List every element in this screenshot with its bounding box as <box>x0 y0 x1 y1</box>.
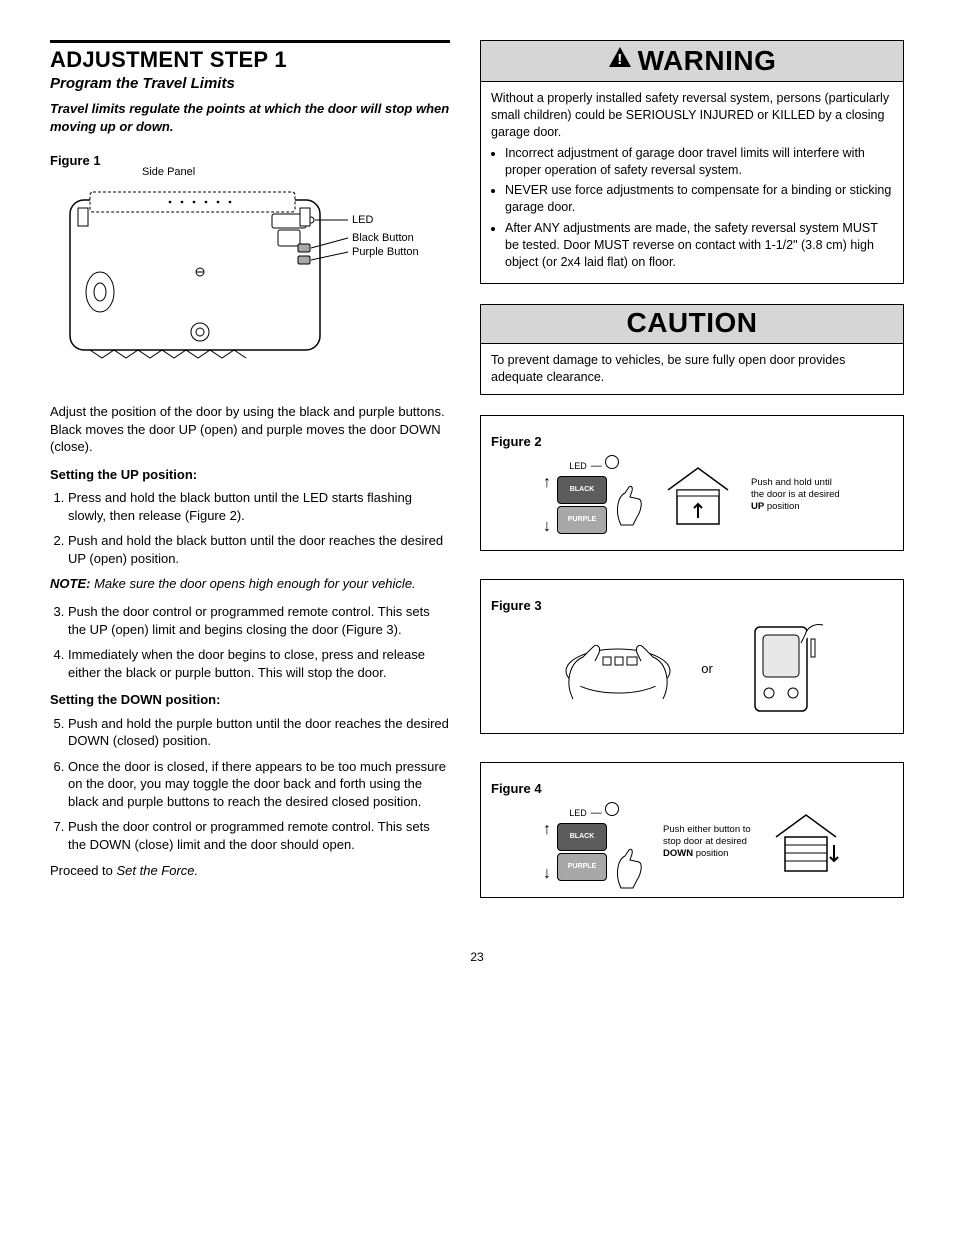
proceed: Proceed to Set the Force. <box>50 862 450 880</box>
warning-bullet-1: Incorrect adjustment of garage door trav… <box>505 145 893 179</box>
house-open-icon <box>663 460 733 530</box>
figure3-label: Figure 3 <box>491 598 893 613</box>
up-arrow-icon: ↑ <box>543 474 551 492</box>
fig2-black-button: BLACK <box>557 476 607 504</box>
down-heading: Setting the DOWN position: <box>50 691 450 709</box>
note: NOTE: Make sure the door opens high enou… <box>50 575 450 593</box>
figure1: Side Panel LED Black Button Purple Butto… <box>50 172 450 385</box>
wall-control-icon <box>731 619 831 719</box>
step-6: Once the door is closed, if there appear… <box>68 758 450 811</box>
step-subtitle: Program the Travel Limits <box>50 75 450 92</box>
step-title: ADJUSTMENT STEP 1 <box>50 47 450 73</box>
step-1: Press and hold the black button until th… <box>68 489 450 524</box>
led-icon <box>605 802 619 816</box>
warning-intro: Without a properly installed safety reve… <box>491 90 893 141</box>
fig2-purple-button: PURPLE <box>557 506 607 534</box>
caution-body: To prevent damage to vehicles, be sure f… <box>481 344 903 394</box>
down-arrow-icon: ↓ <box>543 518 551 536</box>
fig1-callout-black: Black Button <box>352 232 414 244</box>
warning-bullet-2: NEVER use force adjustments to compensat… <box>505 182 893 216</box>
fig4-led-label: LED <box>569 808 587 818</box>
fig4-purple-button: PURPLE <box>557 853 607 881</box>
warning-triangle-icon: ! <box>608 43 632 75</box>
figure3: Figure 3 or <box>480 579 904 734</box>
up-arrow-icon: ↑ <box>543 821 551 839</box>
warning-bullet-3: After ANY adjustments are made, the safe… <box>505 220 893 271</box>
up-heading: Setting the UP position: <box>50 466 450 484</box>
fig1-callout-sidepanel: Side Panel <box>142 166 195 178</box>
step-5: Push and hold the purple button until th… <box>68 715 450 750</box>
warning-box: ! WARNING Without a properly installed s… <box>480 40 904 284</box>
figure1-label: Figure 1 <box>50 153 450 168</box>
fig2-led-label: LED <box>569 461 587 471</box>
fig3-or: or <box>701 661 713 676</box>
caution-box: CAUTION To prevent damage to vehicles, b… <box>480 304 904 395</box>
warning-title: ! WARNING <box>481 41 903 82</box>
figure4: Figure 4 LED— ↑ ↓ BLACK PURPLE <box>480 762 904 898</box>
fig2-caption: Push and hold until the door is at desir… <box>751 477 841 513</box>
figure4-label: Figure 4 <box>491 781 893 796</box>
step-4: Immediately when the door begins to clos… <box>68 646 450 681</box>
adjust-intro: Adjust the position of the door by using… <box>50 403 450 456</box>
steps-down: Push and hold the purple button until th… <box>50 715 450 854</box>
figure2-label: Figure 2 <box>491 434 893 449</box>
step-7: Push the door control or programmed remo… <box>68 818 450 853</box>
house-close-icon <box>771 807 841 877</box>
fig4-caption: Push either button to stop door at desir… <box>663 824 753 860</box>
down-arrow-icon: ↓ <box>543 865 551 883</box>
remote-icon <box>553 629 683 709</box>
hand-press-icon <box>613 846 645 890</box>
led-icon <box>605 455 619 469</box>
svg-text:!: ! <box>617 51 623 68</box>
fig1-callout-purple: Purple Button <box>352 246 419 258</box>
lead-text: Travel limits regulate the points at whi… <box>50 100 450 135</box>
figure2: Figure 2 LED— ↑ ↓ BLACK PURPLE <box>480 415 904 551</box>
hand-press-icon <box>613 483 645 527</box>
steps-mid: Push the door control or programmed remo… <box>50 603 450 681</box>
page-number: 23 <box>50 950 904 964</box>
fig4-black-button: BLACK <box>557 823 607 851</box>
step-2: Push and hold the black button until the… <box>68 532 450 567</box>
fig1-callout-led: LED <box>352 214 373 226</box>
steps-up: Press and hold the black button until th… <box>50 489 450 567</box>
caution-title: CAUTION <box>481 305 903 344</box>
step-3: Push the door control or programmed remo… <box>68 603 450 638</box>
